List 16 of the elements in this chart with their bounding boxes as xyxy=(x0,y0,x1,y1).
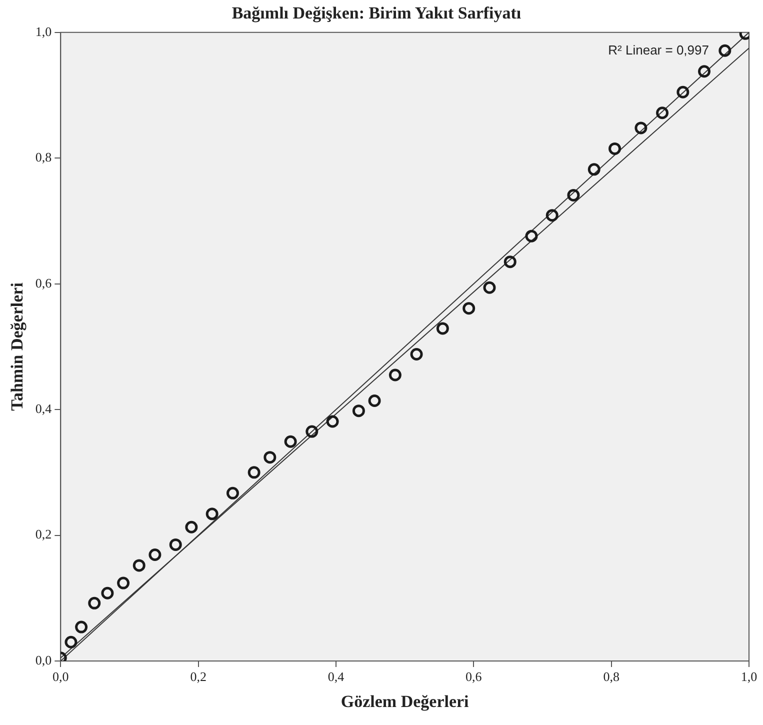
x-tick-label: 0,8 xyxy=(603,669,620,684)
x-tick-label: 0,6 xyxy=(466,669,482,684)
annotation: R² Linear = 0,997 xyxy=(608,42,709,58)
chart-title: Bağımlı Değişken: Birim Yakıt Sarfiyatı xyxy=(232,4,522,23)
x-tick-label: 0,0 xyxy=(52,669,69,684)
y-tick-label: 0,2 xyxy=(35,526,52,542)
y-tick-label: 0,0 xyxy=(35,652,52,668)
x-tick-label: 0,2 xyxy=(190,669,206,684)
x-axis-title: Gözlem Değerleri xyxy=(340,692,470,712)
y-axis-title: Tahmin Değerleri xyxy=(8,282,27,411)
y-tick-label: 1,0 xyxy=(35,24,52,39)
y-tick-label: 0,6 xyxy=(35,275,52,290)
x-tick-label: 1,0 xyxy=(740,669,758,684)
y-tick-label: 0,4 xyxy=(35,400,52,416)
y-tick-label: 0,8 xyxy=(35,150,52,165)
x-tick-label: 0,4 xyxy=(328,669,345,684)
